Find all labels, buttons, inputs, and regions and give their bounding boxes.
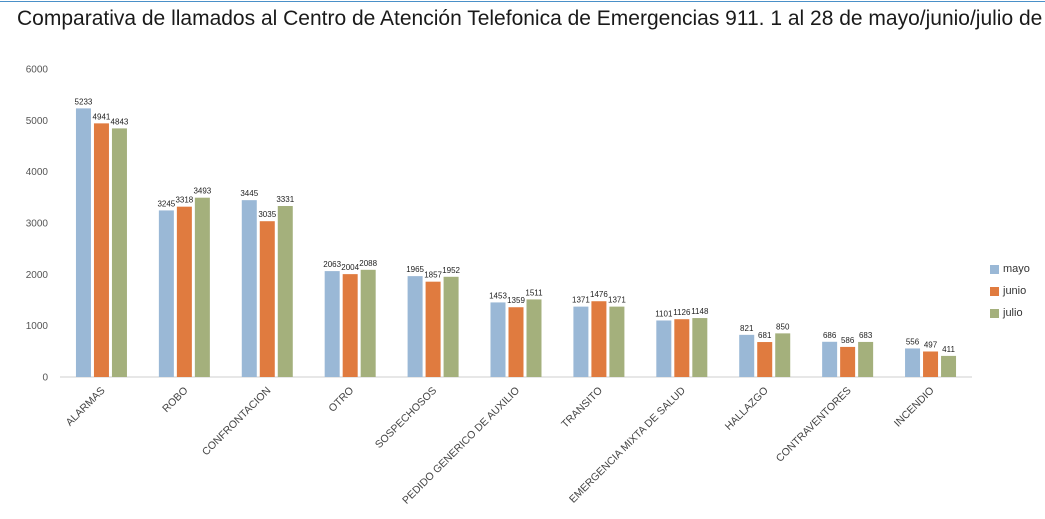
bar-junio: [508, 307, 524, 377]
bar-julio: [443, 276, 459, 377]
y-tick-label: 4000: [26, 167, 49, 178]
data-label-julio: 1148: [691, 307, 709, 316]
bar-mayo: [241, 200, 257, 377]
category-label: INCENDIO: [892, 385, 937, 430]
y-tick-label: 1000: [26, 321, 49, 332]
legend-swatch-junio: [990, 286, 999, 296]
bar-julio: [526, 299, 542, 377]
bar-junio: [342, 274, 358, 377]
data-label-mayo: 1965: [406, 265, 424, 274]
data-label-junio: 1126: [673, 308, 691, 317]
category-label: HALLAZGO: [723, 385, 771, 433]
top-divider: [0, 1, 1045, 2]
legend-item-junio: junio: [990, 280, 1030, 302]
legend-item-mayo: mayo: [990, 258, 1030, 280]
data-label-julio: 3493: [193, 187, 211, 196]
bar-julio: [194, 197, 210, 377]
bar-junio: [923, 351, 939, 377]
bar-julio: [858, 341, 874, 377]
category-label: ALARMAS: [64, 385, 108, 429]
title-area: Comparativa de llamados al Centro de Ate…: [0, 0, 1045, 40]
bar-mayo: [407, 276, 423, 377]
data-label-junio: 4941: [93, 112, 111, 121]
bar-mayo: [490, 302, 506, 377]
bar-julio: [609, 306, 625, 377]
category-label: SOSPECHOSOS: [373, 385, 439, 451]
bar-junio: [840, 346, 856, 377]
bar-mayo: [739, 334, 755, 377]
legend-item-julio: julio: [990, 302, 1030, 324]
data-label-mayo: 821: [740, 324, 754, 333]
data-label-junio: 1359: [507, 296, 525, 305]
y-tick-label: 3000: [26, 219, 49, 230]
bar-julio: [941, 355, 957, 377]
data-label-julio: 2088: [359, 259, 377, 268]
data-label-junio: 586: [841, 336, 855, 345]
data-label-julio: 4843: [111, 117, 129, 126]
data-label-mayo: 2063: [323, 260, 341, 269]
data-label-julio: 3331: [276, 195, 294, 204]
bar-junio: [259, 221, 275, 377]
data-label-julio: 683: [859, 331, 873, 340]
legend-swatch-mayo: [990, 264, 999, 274]
bar-mayo: [656, 320, 672, 377]
category-label: ROBO: [160, 385, 190, 415]
bar-julio: [692, 318, 708, 377]
y-tick-label: 6000: [26, 65, 49, 76]
bar-mayo: [573, 306, 589, 377]
data-label-mayo: 1371: [572, 296, 590, 305]
data-label-julio: 1952: [442, 266, 460, 275]
data-label-junio: 681: [758, 331, 772, 340]
data-label-mayo: 3445: [240, 189, 258, 198]
bar-mayo: [324, 271, 340, 377]
bar-junio: [591, 301, 607, 377]
bar-mayo: [822, 341, 838, 377]
bar-junio: [425, 281, 441, 377]
data-label-junio: 3035: [258, 210, 276, 219]
bar-mayo: [158, 210, 174, 377]
data-label-mayo: 3245: [157, 199, 175, 208]
data-label-julio: 1371: [608, 296, 626, 305]
data-label-junio: 1476: [590, 290, 608, 299]
legend-label-julio: julio: [1003, 307, 1023, 319]
bar-julio: [111, 128, 127, 377]
category-label: TRANSITO: [559, 385, 605, 431]
data-label-junio: 3318: [175, 196, 193, 205]
bar-junio: [674, 319, 690, 377]
data-label-junio: 497: [924, 340, 938, 349]
legend-label-mayo: mayo: [1003, 263, 1030, 275]
data-label-junio: 2004: [341, 263, 359, 272]
legend-label-junio: junio: [1003, 285, 1027, 297]
bar-julio: [277, 206, 293, 377]
data-label-mayo: 686: [823, 331, 837, 340]
data-label-junio: 1857: [424, 271, 442, 280]
category-label: CONFRONTACION: [200, 385, 274, 459]
bar-junio: [757, 342, 773, 377]
data-label-mayo: 1453: [489, 291, 507, 300]
y-tick-label: 0: [42, 373, 48, 384]
y-tick-label: 2000: [26, 270, 49, 281]
bar-junio: [93, 123, 109, 377]
data-label-mayo: 556: [906, 337, 920, 346]
bar-mayo: [905, 348, 921, 377]
bar-mayo: [75, 108, 91, 377]
category-label: CONTRAVENTORES: [774, 385, 854, 465]
chart-title: Comparativa de llamados al Centro de Ate…: [17, 7, 1045, 30]
data-label-mayo: 1101: [655, 309, 673, 318]
bar-julio: [775, 333, 791, 377]
y-tick-label: 5000: [26, 116, 49, 127]
data-label-julio: 850: [776, 322, 790, 331]
category-label: OTRO: [326, 385, 356, 415]
data-label-julio: 1511: [525, 288, 543, 297]
legend: mayo junio julio: [990, 258, 1030, 324]
legend-swatch-julio: [990, 308, 999, 318]
data-label-mayo: 5233: [75, 97, 93, 106]
data-label-julio: 411: [942, 345, 955, 354]
bar-junio: [176, 206, 192, 377]
bar-julio: [360, 269, 376, 377]
